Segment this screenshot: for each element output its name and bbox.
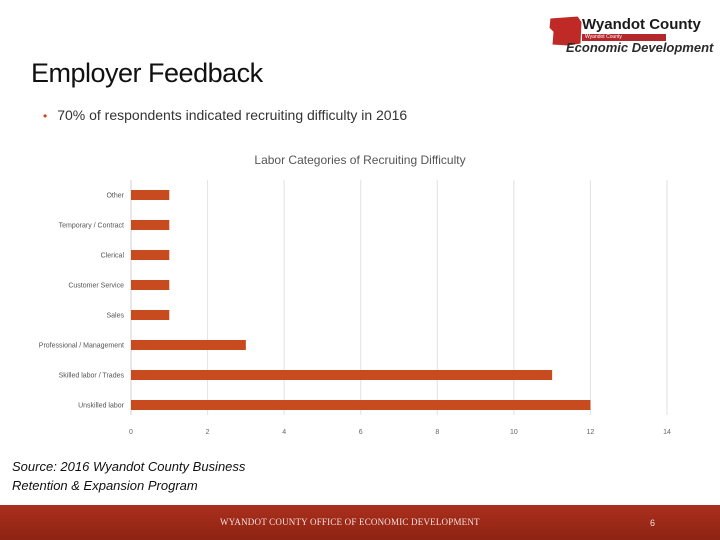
category-label: Other bbox=[106, 193, 124, 200]
bar bbox=[131, 280, 170, 290]
bullet-text: 70% of respondents indicated recruiting … bbox=[57, 107, 408, 123]
footer-bar: WYANDOT COUNTY OFFICE OF ECONOMIC DEVELO… bbox=[0, 505, 720, 540]
category-label: Skilled labor / Trades bbox=[59, 373, 125, 380]
category-label: Unskilled labor bbox=[78, 403, 125, 410]
x-tick-label: 6 bbox=[359, 429, 363, 436]
bar bbox=[131, 250, 170, 260]
x-tick-label: 8 bbox=[435, 429, 439, 436]
x-tick-label: 10 bbox=[510, 429, 518, 436]
county-map-icon bbox=[548, 15, 583, 47]
x-tick-label: 2 bbox=[206, 429, 210, 436]
chart-title: Labor Categories of Recruiting Difficult… bbox=[254, 153, 466, 167]
county-logo: Wyandot County Wyandot County Economic D… bbox=[548, 12, 713, 56]
slide-title: Employer Feedback bbox=[31, 58, 263, 88]
source-note: Source: 2016 Wyandot County Business Ret… bbox=[12, 457, 245, 495]
bar bbox=[131, 370, 553, 380]
bullet-icon: • bbox=[43, 109, 48, 123]
category-label: Professional / Management bbox=[39, 343, 124, 350]
x-tick-label: 12 bbox=[587, 429, 595, 436]
bullet-point: • 70% of respondents indicated recruiting… bbox=[43, 107, 407, 123]
page-number: 6 bbox=[650, 518, 656, 528]
x-tick-label: 4 bbox=[282, 429, 286, 436]
logo-tagline: Wyandot County bbox=[582, 34, 666, 41]
category-label: Temporary / Contract bbox=[59, 223, 124, 230]
logo-department: Economic Development bbox=[566, 40, 714, 55]
category-label: Sales bbox=[106, 313, 124, 320]
bar bbox=[131, 190, 170, 200]
category-label: Customer Service bbox=[68, 283, 124, 290]
bar bbox=[131, 310, 170, 320]
bar bbox=[131, 340, 246, 350]
bar bbox=[131, 400, 591, 410]
logo-county-name: Wyandot County bbox=[582, 16, 701, 33]
source-line-1: Source: 2016 Wyandot County Business bbox=[12, 459, 246, 474]
x-tick-label: 0 bbox=[129, 429, 133, 436]
bar-chart: 0 2 4 6 8 10 12 14 Other Temporary / Contract Cler… bbox=[39, 180, 671, 436]
source-line-2: Retention & Expansion Program bbox=[12, 478, 198, 493]
x-tick-label: 14 bbox=[663, 429, 671, 436]
category-label: Clerical bbox=[101, 253, 125, 260]
footer-text: WYANDOT COUNTY OFFICE OF ECONOMIC DEVELO… bbox=[220, 517, 480, 527]
bar bbox=[131, 220, 170, 230]
